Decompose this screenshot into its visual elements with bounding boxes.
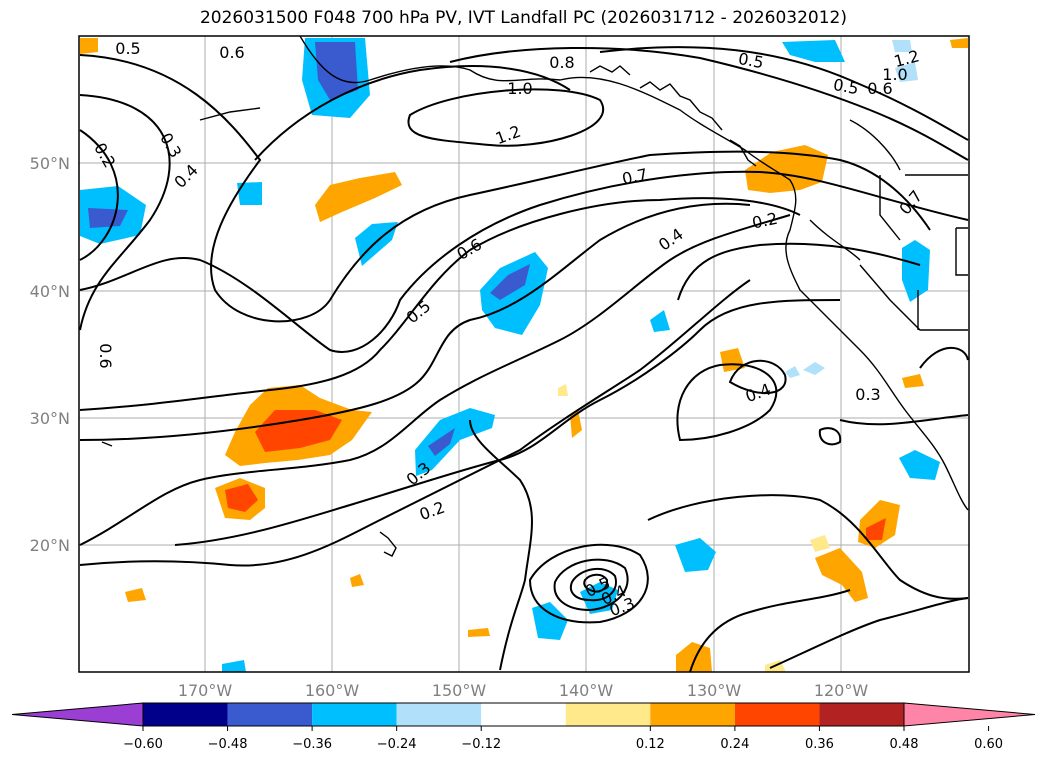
colorbar-segment (819, 703, 904, 726)
colorbar-segment (734, 703, 820, 726)
colorbar-tick-label: 0.48 (890, 737, 919, 752)
colorbar-segment (396, 703, 482, 726)
contour-label: 0.3 (855, 385, 880, 404)
coastlines (101, 36, 969, 557)
colorbar: −0.60 −0.48 −0.36 −0.24 −0.12 0.12 0.24 0.36 0.4… (11, 702, 1036, 752)
contour-label: 0.2 (750, 209, 779, 233)
contour-label: 0.8 (549, 53, 574, 72)
colorbar-tick-label: 0.36 (805, 737, 834, 752)
colorbar-frame (142, 702, 905, 727)
colorbar-segment (312, 703, 397, 726)
colorbar-extend-low (11, 702, 144, 727)
contour-label: 0.6 (96, 343, 115, 368)
contour-label: 1.0 (882, 65, 907, 84)
lat-tick-label: 40°N (30, 282, 70, 301)
colorbar-tick-label: −0.24 (377, 737, 417, 752)
lat-tick-label: 20°N (30, 536, 70, 555)
colorbar-extend-high (903, 702, 1036, 727)
colorbar-tick-label: −0.12 (461, 737, 501, 752)
contour-label: 0.5 (737, 49, 765, 72)
colorbar-segment (650, 703, 735, 726)
map-panel (78, 35, 970, 673)
contour-label: 1.0 (507, 79, 532, 98)
colorbar-tick-label: 0.60 (974, 737, 1003, 752)
latitude-labels: 50°N 40°N 30°N 20°N (30, 154, 70, 555)
pv-fill-negative (80, 38, 940, 672)
map-title: 2026031500 F048 700 hPa PV, IVT Landfall… (199, 8, 847, 28)
lon-tick-label: 160°W (305, 681, 360, 700)
lon-tick-label: 150°W (432, 681, 487, 700)
pv-fill-positive (80, 38, 968, 672)
colorbar-segment (481, 703, 566, 726)
contour-label: 0.5 (832, 75, 860, 98)
lon-tick-label: 130°W (687, 681, 742, 700)
colorbar-segment (227, 703, 313, 726)
lon-tick-label: 140°W (559, 681, 614, 700)
colorbar-segment (143, 703, 228, 726)
lon-tick-label: 170°W (178, 681, 233, 700)
colorbar-tick-label: −0.48 (208, 737, 248, 752)
ivt-contours (79, 46, 969, 672)
colorbar-tick-label: 0.12 (636, 737, 665, 752)
contour-label: 0.6 (219, 43, 244, 62)
contour-label: 0.6 (867, 79, 892, 98)
colorbar-tick-label: −0.36 (292, 737, 332, 752)
colorbar-segment (565, 703, 651, 726)
longitude-labels: 170°W 160°W 150°W 140°W 130°W 120°W (178, 681, 869, 700)
lat-tick-label: 50°N (30, 154, 70, 173)
contour-label: 0.5 (115, 39, 140, 58)
lat-tick-label: 30°N (30, 409, 70, 428)
lon-tick-label: 120°W (814, 681, 869, 700)
contour-label: 0.7 (620, 165, 649, 189)
colorbar-tick-label: 0.24 (720, 737, 749, 752)
gridlines (79, 36, 969, 672)
map-frame (78, 35, 970, 673)
colorbar-tick-label: −0.60 (123, 737, 163, 752)
